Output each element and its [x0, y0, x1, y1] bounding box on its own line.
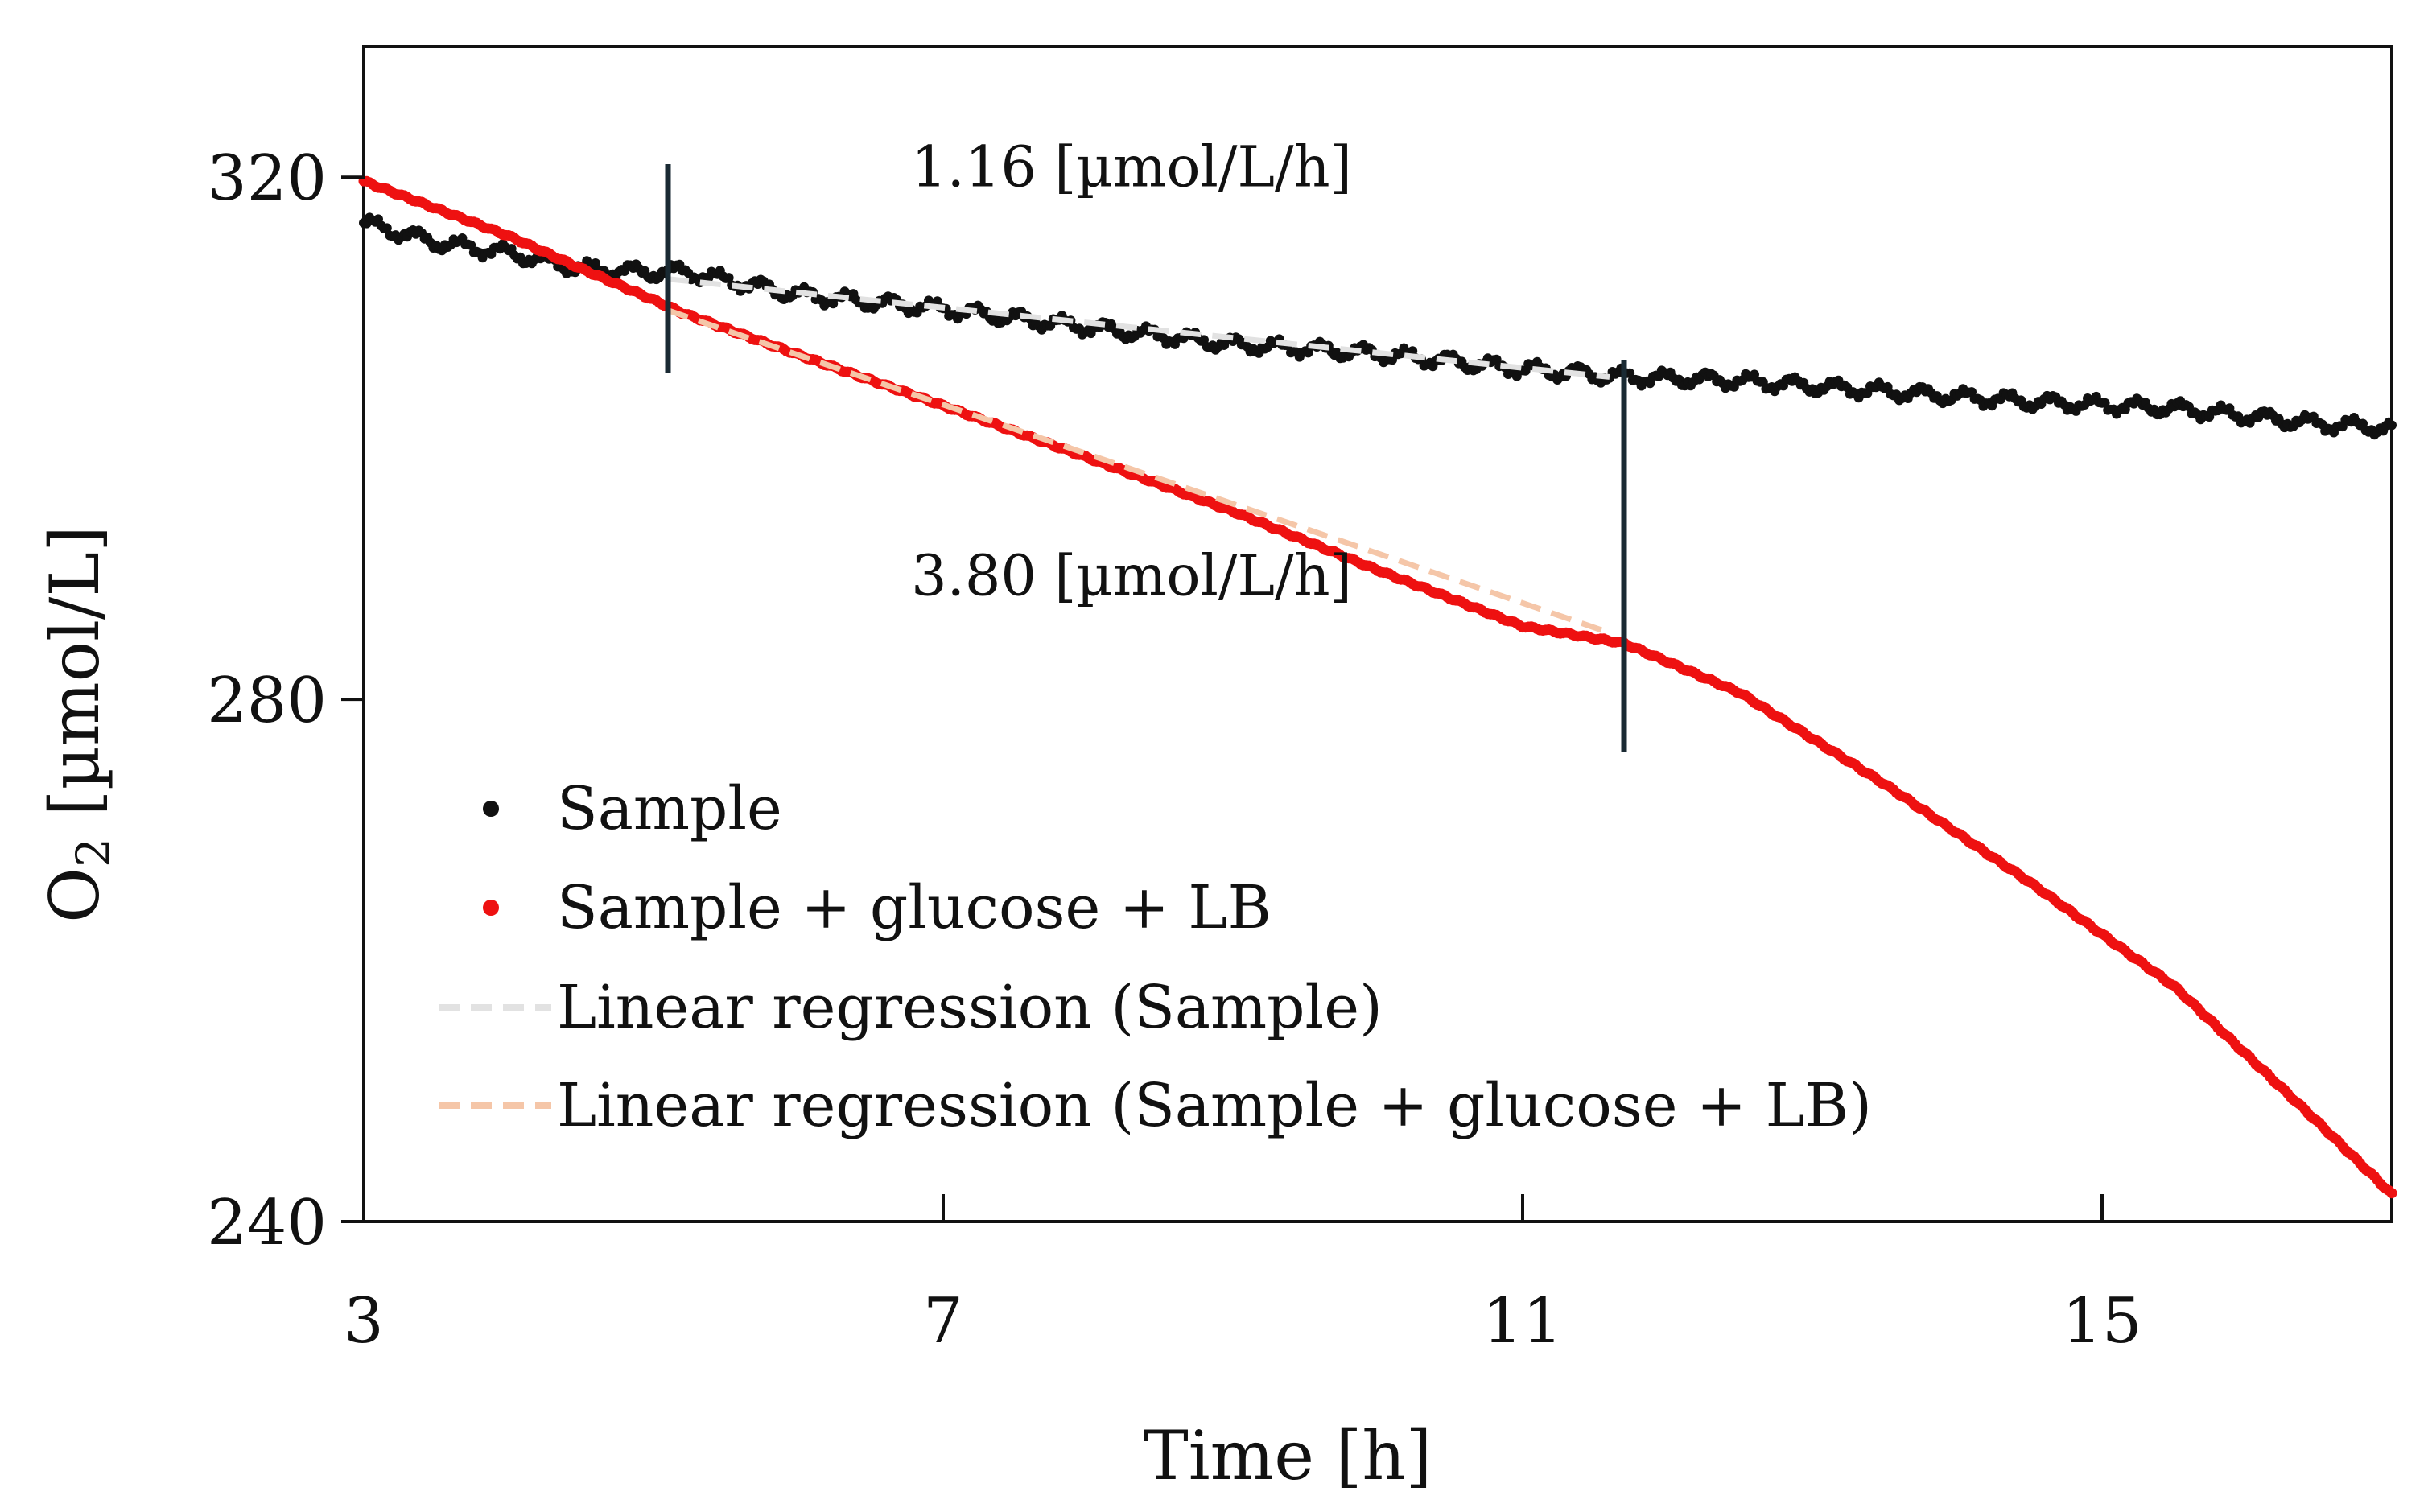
- x-tick-label: 11: [1482, 1285, 1562, 1358]
- plot-area-frame: [362, 45, 2393, 1223]
- x-tick-label: 7: [923, 1285, 963, 1358]
- x-tick-label: 3: [344, 1285, 384, 1358]
- legend-label-glucose: Sample + glucose + LB: [557, 873, 1272, 942]
- y-tick-label: 280: [207, 665, 327, 737]
- legend-marker-glucose: [483, 900, 499, 916]
- data-point: [2386, 1188, 2397, 1199]
- regression-line-1: [666, 307, 1611, 636]
- data-point: [2387, 420, 2397, 431]
- legend-label-regression-glucose: Linear regression (Sample + glucose + LB…: [557, 1071, 1872, 1140]
- y-tick-label: 240: [207, 1187, 327, 1259]
- legend: Sample Sample + glucose + LB Linear regr…: [439, 774, 1872, 1140]
- x-axis-title: Time [h]: [1144, 1416, 1432, 1495]
- y-axis-title-rest: [µmol/L]: [35, 525, 114, 838]
- data-point: [723, 273, 734, 283]
- y-tick-label: 320: [207, 142, 327, 215]
- legend-label-regression-sample: Linear regression (Sample): [557, 973, 1383, 1042]
- data-point: [466, 240, 476, 250]
- regression-line-0: [667, 276, 1610, 380]
- tick-layer: 3 7 11 15 240 280 320: [207, 142, 2142, 1358]
- legend-marker-sample: [483, 801, 499, 817]
- annotation-glucose-rate: 3.80 [µmol/L/h]: [911, 542, 1352, 608]
- legend-label-sample: Sample: [557, 774, 782, 843]
- boundary-layer: [665, 164, 1627, 752]
- regression-layer: [666, 276, 1611, 636]
- x-tick-label: 15: [2062, 1285, 2142, 1358]
- y-axis-title-sub: 2: [66, 838, 121, 867]
- y-axis-title-main: O: [35, 867, 114, 923]
- data-point: [381, 223, 392, 233]
- y-axis-title: O2 [µmol/L]: [35, 525, 121, 923]
- annotation-sample-rate: 1.16 [µmol/L/h]: [911, 134, 1352, 200]
